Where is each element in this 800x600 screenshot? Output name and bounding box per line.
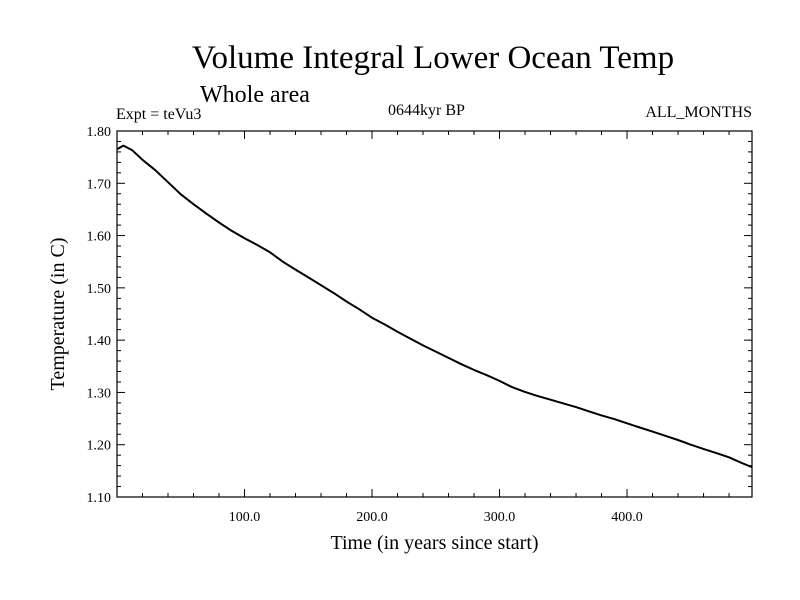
x-tick-label: 100.0	[229, 510, 261, 525]
y-tick-label: 1.80	[87, 125, 112, 140]
chart-title: Volume Integral Lower Ocean Temp	[191, 40, 675, 76]
y-tick-label: 1.20	[87, 439, 112, 454]
y-tick-label: 1.10	[87, 491, 112, 506]
x-tick-label: 400.0	[611, 510, 643, 525]
y-tick-label: 1.30	[87, 386, 112, 401]
y-tick-label: 1.70	[87, 177, 112, 192]
y-tick-label: 1.60	[87, 230, 112, 245]
experiment-label: Expt = teVu3	[116, 106, 202, 123]
x-tick-label: 200.0	[356, 510, 388, 525]
y-tick-label: 1.40	[87, 334, 112, 349]
months-label: ALL_MONTHS	[645, 104, 752, 121]
x-axis-label: Time (in years since start)	[330, 532, 538, 554]
plot-frame	[116, 130, 753, 498]
chart-subtitle: Whole area	[200, 82, 310, 108]
series-group	[116, 144, 753, 469]
y-axis-label: Temperature (in C)	[47, 238, 69, 391]
axis-ticks	[117, 130, 752, 498]
temperature-series-line	[116, 144, 753, 469]
axis-tick-labels: 1.10 1.20 1.30 1.40 1.50 1.60 1.70 1.80 100.0 200…	[87, 125, 643, 525]
x-tick-label: 300.0	[484, 510, 516, 525]
period-label: 0644kyr BP	[388, 102, 465, 119]
y-tick-label: 1.50	[87, 282, 112, 297]
